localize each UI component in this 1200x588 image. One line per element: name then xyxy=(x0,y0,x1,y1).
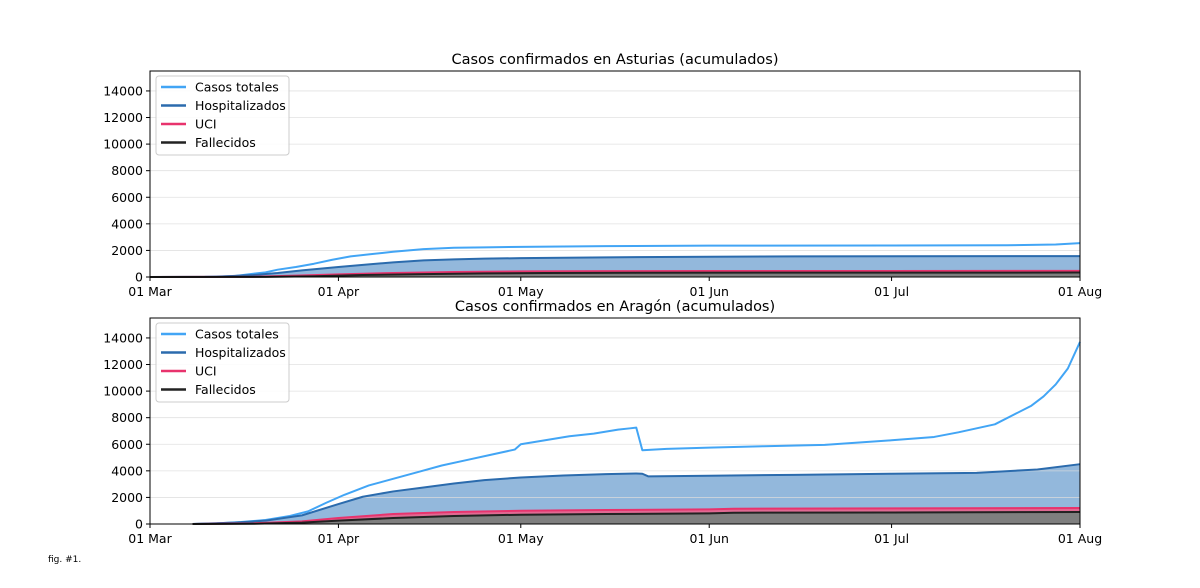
y-tick-label: 10000 xyxy=(103,137,143,152)
y-tick-label: 12000 xyxy=(103,357,143,372)
y-tick-label: 10000 xyxy=(103,384,143,399)
chart-title: Casos confirmados en Aragón (acumulados) xyxy=(455,299,775,315)
legend-label: UCI xyxy=(195,117,217,132)
x-tick-label: 01 Aug xyxy=(1058,284,1102,299)
line-fallecidos xyxy=(192,511,1081,525)
area-fallecidos xyxy=(150,272,1080,277)
x-tick-label: 01 Apr xyxy=(318,531,360,546)
legend-box xyxy=(155,322,290,403)
line-hospitalizados xyxy=(149,255,1081,278)
legend-label: Fallecidos xyxy=(195,135,256,150)
x-tick-label: 01 Jul xyxy=(874,284,909,299)
line-hospitalizados xyxy=(192,463,1081,525)
y-tick-label: 6000 xyxy=(111,190,143,205)
area-fallecidos xyxy=(192,512,1081,524)
y-tick-label: 4000 xyxy=(111,216,143,231)
axes-frame xyxy=(149,70,1081,278)
chart-panel-1: 0 2000 4000 6000 8000 10000 12000 14000 01 Mar 01… xyxy=(103,52,1102,299)
chart-title: Casos confirmados en Asturias (acumulado… xyxy=(451,52,778,68)
y-tick-label: 0 xyxy=(135,517,143,532)
y-tick-label: 14000 xyxy=(103,330,143,345)
figure-caption: fig. #1. xyxy=(48,555,82,565)
x-tick-label: 01 Apr xyxy=(318,284,360,299)
y-tick-label: 8000 xyxy=(111,163,143,178)
legend-label: Hospitalizados xyxy=(195,98,286,113)
x-tick-label: 01 Aug xyxy=(1058,531,1102,546)
line-casos-totales xyxy=(149,242,1081,278)
axes-frame xyxy=(149,317,1081,525)
x-tick-label: 01 Mar xyxy=(128,284,172,299)
legend-label: Hospitalizados xyxy=(195,345,286,360)
x-tick-label: 01 Mar xyxy=(128,531,172,546)
legend-label: UCI xyxy=(195,364,217,379)
legend-label: Fallecidos xyxy=(195,382,256,397)
y-tick-label: 12000 xyxy=(103,110,143,125)
y-tick-label: 0 xyxy=(135,270,143,285)
legend: Casos totales Hospitalizados UCI Fallecidos xyxy=(155,75,290,156)
x-tick-label: 01 Jun xyxy=(690,284,729,299)
x-tick-label: 01 Jul xyxy=(874,531,909,546)
chart-panel-2: 0 2000 4000 6000 8000 10000 12000 14000 01 Mar 01… xyxy=(103,299,1102,546)
line-uci xyxy=(192,507,1081,525)
y-tick-label: 8000 xyxy=(111,410,143,425)
y-tick-label: 14000 xyxy=(103,83,143,98)
y-tick-label: 6000 xyxy=(111,437,143,452)
line-casos-totales xyxy=(192,341,1081,525)
legend-box xyxy=(155,75,290,156)
y-tick-label: 2000 xyxy=(111,243,143,258)
x-tick-label: 01 May xyxy=(498,284,544,299)
x-tick-label: 01 May xyxy=(498,531,544,546)
y-tick-label: 2000 xyxy=(111,490,143,505)
x-tick-label: 01 Jun xyxy=(690,531,729,546)
legend-label: Casos totales xyxy=(195,80,279,95)
y-tick-label: 4000 xyxy=(111,463,143,478)
legend-label: Casos totales xyxy=(195,327,279,342)
legend: Casos totales Hospitalizados UCI Fallecidos xyxy=(155,322,290,403)
